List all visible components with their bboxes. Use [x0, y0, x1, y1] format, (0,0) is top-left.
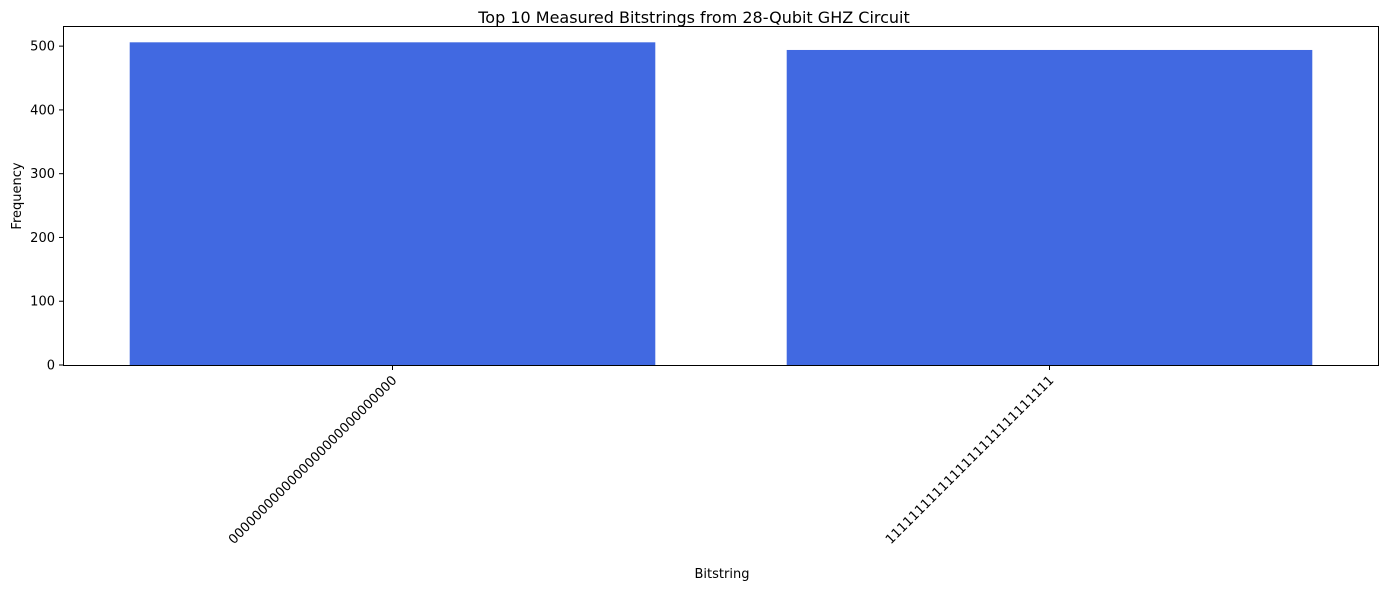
x-tick-label: 1111111111111111111111111111 [883, 373, 1057, 547]
y-tick-label: 400 [30, 103, 55, 118]
bar-0 [129, 42, 656, 366]
plot-area-frame [63, 26, 1379, 366]
chart-title: Top 10 Measured Bitstrings from 28-Qubit… [477, 8, 910, 27]
y-tick-label: 300 [30, 167, 55, 182]
y-tick-label: 500 [30, 40, 55, 55]
y-tick-label: 0 [47, 359, 55, 374]
y-tick-label: 100 [30, 295, 55, 310]
x-axis-ticks: 0000000000000000000000000000 111111111111… [226, 365, 1057, 548]
y-axis-label: Frequency [10, 162, 25, 229]
bars-layer [129, 42, 1313, 366]
y-tick-label: 200 [30, 231, 55, 246]
x-axis-label: Bitstring [695, 567, 750, 582]
bar-1 [786, 49, 1313, 366]
x-tick-label: 0000000000000000000000000000 [226, 373, 400, 547]
y-axis-ticks: 0 100 200 300 400 500 [30, 40, 64, 374]
